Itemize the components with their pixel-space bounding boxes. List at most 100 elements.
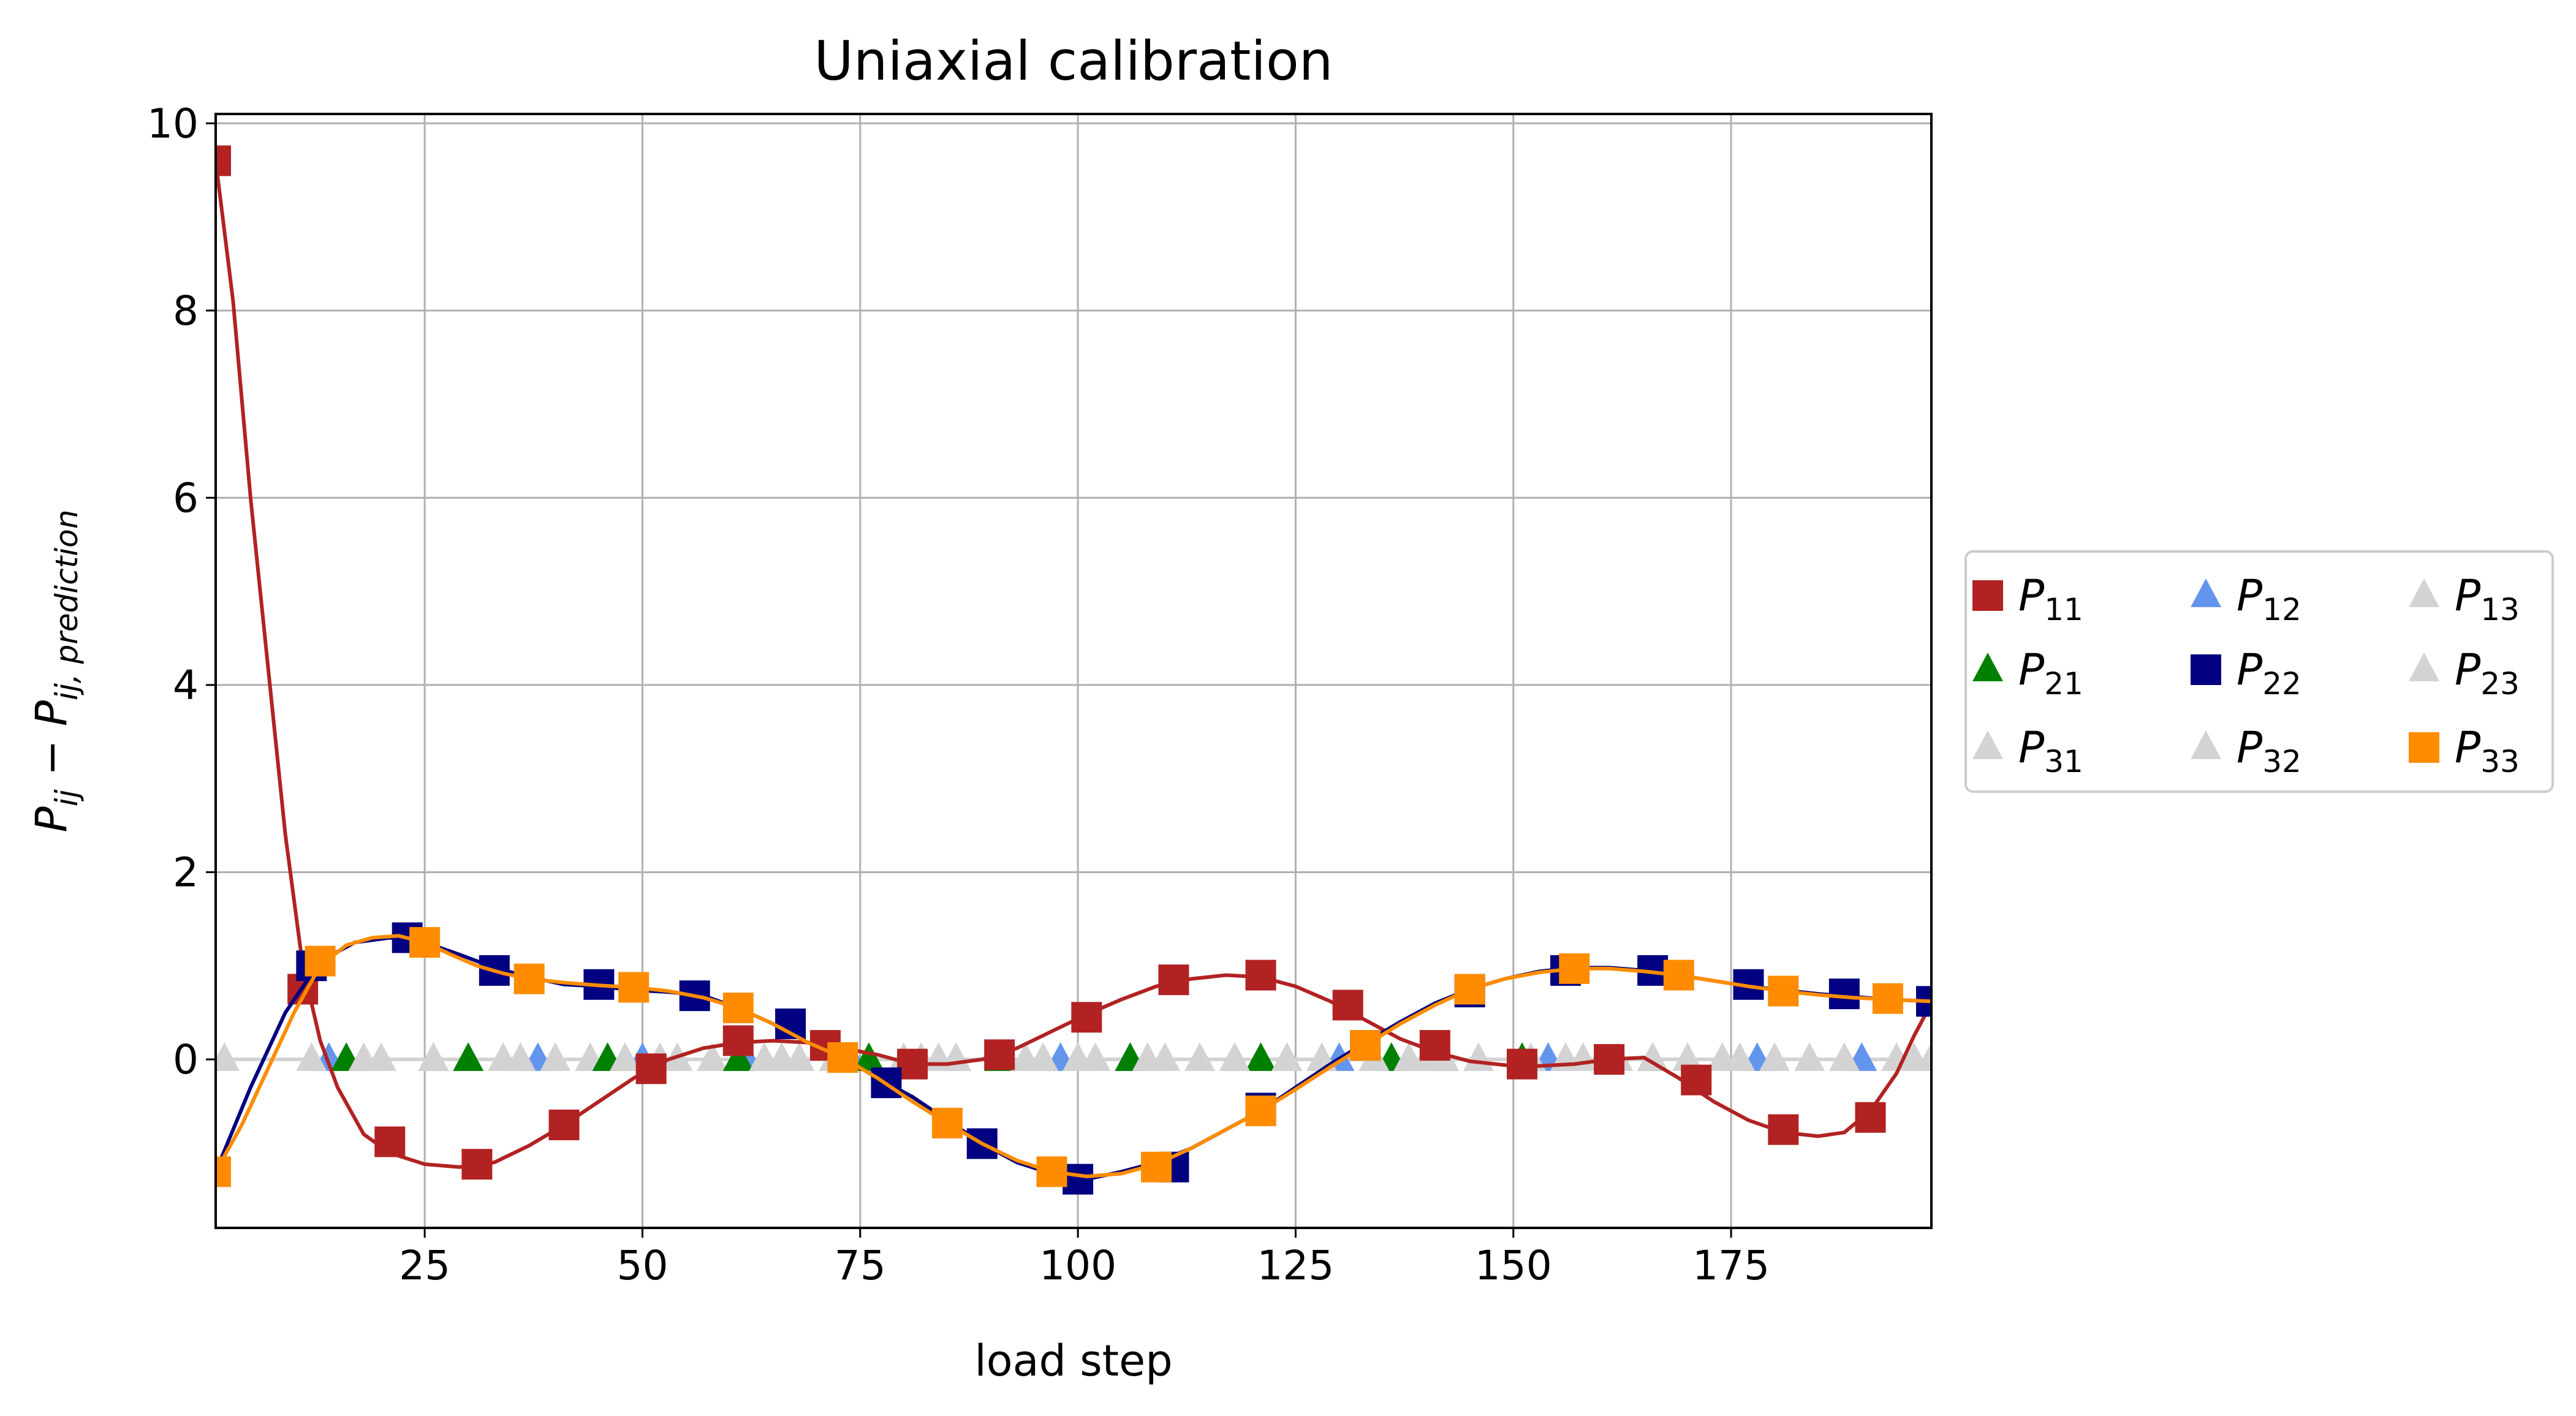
y-tick-label: 8 <box>173 287 199 335</box>
y-tick-label: 2 <box>173 849 199 896</box>
data-point <box>296 1042 327 1071</box>
data-point <box>1245 1042 1276 1071</box>
data-point <box>1759 1042 1790 1071</box>
data-point <box>513 963 545 994</box>
plot-area: 25 50 75 100 125 150 175 0 2 4 6 8 10 <box>147 100 1933 1289</box>
data-point <box>418 1042 449 1071</box>
legend-label-sub: 33 <box>2480 744 2520 779</box>
data-point <box>1724 1042 1756 1071</box>
legend-item-P33: P33 <box>2409 722 2520 779</box>
data-point <box>461 1149 493 1180</box>
data-point <box>610 1042 641 1071</box>
data-point <box>216 145 231 176</box>
data-point <box>1898 1042 1930 1071</box>
data-point <box>897 1048 928 1080</box>
data-point <box>984 1039 1015 1070</box>
data-point <box>1132 1042 1163 1071</box>
legend-label-main: P <box>2018 570 2045 621</box>
legend-item-P11: P11 <box>1972 570 2083 627</box>
legend-label-main: P <box>2455 570 2481 621</box>
legend-item-P31: P31 <box>1972 722 2083 779</box>
data-point <box>1080 1042 1111 1071</box>
data-point <box>1332 990 1363 1021</box>
data-point <box>1672 1042 1703 1071</box>
data-point <box>1158 964 1189 996</box>
legend-item-P23: P23 <box>2409 645 2520 702</box>
y-label-pred-sub: ij, prediction <box>49 510 85 701</box>
data-point <box>1245 1096 1276 1127</box>
data-point <box>1637 1042 1669 1071</box>
legend-marker <box>1972 730 2003 759</box>
data-point <box>853 1042 884 1071</box>
legend-label-sub: 31 <box>2044 744 2083 779</box>
data-point <box>766 1042 797 1071</box>
data-point <box>1063 1164 1094 1195</box>
data-point <box>1010 1042 1041 1071</box>
legend-label: P22 <box>2237 645 2301 702</box>
legend-label-sub: 23 <box>2480 666 2520 702</box>
legend-marker <box>2191 654 2221 685</box>
data-point <box>1141 1151 1172 1183</box>
data-point <box>1036 1156 1067 1187</box>
x-tick-label: 25 <box>399 1242 450 1289</box>
data-point <box>1219 1042 1250 1071</box>
data-point <box>697 1042 728 1071</box>
y-axis-label: Pij − Pij, prediction <box>26 510 85 833</box>
legend-box <box>1964 550 2554 793</box>
data-point <box>374 1126 406 1157</box>
y-tick-label: 0 <box>173 1036 199 1083</box>
data-point <box>1350 1030 1381 1061</box>
data-point <box>1872 983 1903 1014</box>
ticks: 25 50 75 100 125 150 175 0 2 4 6 8 10 <box>147 100 1770 1289</box>
legend-item-P32: P32 <box>2191 722 2301 779</box>
data-point <box>453 1042 484 1071</box>
data-point <box>1768 975 1799 1007</box>
axes-frame <box>214 113 1933 1229</box>
legend-marker <box>2409 732 2439 763</box>
series-P11 <box>216 145 1931 1180</box>
data-point <box>1271 1042 1303 1071</box>
data-point <box>1594 1044 1625 1075</box>
legend-label: P32 <box>2237 722 2301 779</box>
legend-marker <box>1972 653 2003 681</box>
data-point <box>722 1042 754 1071</box>
data-point <box>366 1042 397 1071</box>
data-point <box>618 972 650 1003</box>
legend-label: P33 <box>2455 722 2520 779</box>
data-point <box>1828 1042 1860 1071</box>
series-layer <box>216 145 1931 1195</box>
data-point <box>1794 1042 1825 1071</box>
chart-title: Uniaxial calibration <box>814 29 1333 93</box>
data-point <box>1419 1030 1450 1061</box>
legend-label-main: P <box>2018 645 2045 695</box>
legend-label: P23 <box>2455 645 2520 702</box>
x-tick-label: 175 <box>1692 1242 1770 1289</box>
data-point <box>409 927 441 958</box>
x-tick-label: 150 <box>1475 1242 1552 1289</box>
data-point <box>1768 1114 1799 1145</box>
data-point <box>931 1107 963 1138</box>
y-label-main: P <box>26 806 77 832</box>
x-tick-label: 50 <box>616 1242 668 1289</box>
legend-label-main: P <box>2455 722 2481 773</box>
x-tick-label: 75 <box>835 1242 886 1289</box>
legend-marker <box>2191 578 2221 607</box>
data-point <box>540 1042 571 1071</box>
legend-label-main: P <box>2237 645 2263 695</box>
data-point <box>548 1109 580 1140</box>
legend-marker <box>2409 653 2439 681</box>
legend-label: P12 <box>2237 570 2301 627</box>
legend-label-sub: 21 <box>2044 666 2083 702</box>
x-tick-label: 100 <box>1039 1242 1116 1289</box>
data-point <box>1681 1064 1712 1096</box>
legend-label-main: P <box>2455 645 2481 695</box>
legend-item-P21: P21 <box>1972 645 2083 702</box>
y-tick-label: 6 <box>173 474 199 521</box>
y-tick-label: 4 <box>173 662 199 709</box>
data-point <box>635 1053 667 1085</box>
data-point <box>827 1042 858 1073</box>
data-point <box>1663 960 1694 991</box>
data-point <box>1506 1048 1537 1080</box>
